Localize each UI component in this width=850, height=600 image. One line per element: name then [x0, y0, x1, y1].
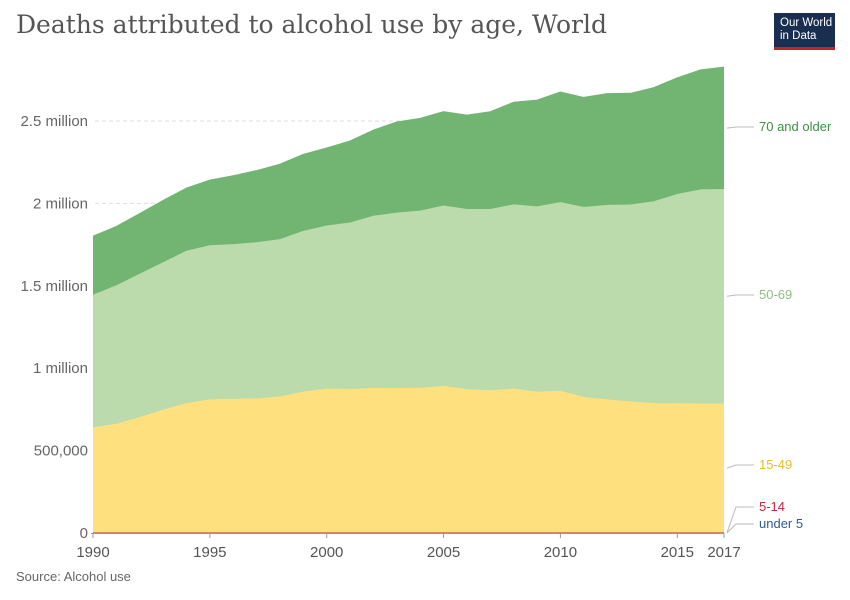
- y-tick-labels: 0 500,000 1 million 1.5 million 2 million 2.5…: [20, 113, 88, 542]
- x-tick-label: 2010: [544, 544, 577, 561]
- owid-logo[interactable]: Our World in Data: [774, 13, 835, 50]
- y-tick-label: 1 million: [33, 360, 88, 377]
- x-tick-label: 2000: [310, 544, 343, 561]
- y-tick-label: 0: [80, 525, 88, 542]
- series-label: 70 and older: [759, 119, 832, 134]
- area-70-and-older: [93, 67, 724, 295]
- y-tick-label: 500,000: [34, 443, 88, 460]
- label-connector: [726, 506, 754, 533]
- series-label: under 5: [759, 516, 803, 531]
- area-15-49: [93, 386, 724, 533]
- logo-line-1: Our World: [780, 17, 833, 29]
- series-label: 15-49: [759, 457, 792, 472]
- axes: [91, 533, 725, 538]
- label-connector: [726, 523, 754, 534]
- area-50-69: [93, 189, 724, 428]
- x-tick-labels: 1990 1995 2000 2005 2010 2015 2017: [76, 544, 740, 561]
- label-connector: [726, 464, 754, 469]
- label-connector: [726, 126, 754, 129]
- x-tick-label: 2017: [707, 544, 740, 561]
- x-tick-label: 1995: [193, 544, 226, 561]
- chart-title: Deaths attributed to alcohol use by age,…: [16, 10, 607, 39]
- x-tick-label: 2015: [661, 544, 694, 561]
- x-tick-label: 1990: [76, 544, 109, 561]
- y-tick-label: 2 million: [33, 195, 88, 212]
- series-label: 50-69: [759, 287, 792, 302]
- y-tick-label: 2.5 million: [20, 113, 88, 130]
- label-connector: [726, 294, 754, 297]
- x-tick-label: 2005: [427, 544, 460, 561]
- source-note: Source: Alcohol use: [16, 569, 131, 584]
- series-label: 5-14: [759, 499, 785, 514]
- series-labels: under 5 5-14 15-49 50-69 70 and older: [726, 119, 832, 534]
- y-tick-label: 1.5 million: [20, 278, 88, 295]
- area-edge: [92, 66, 725, 237]
- area-series: [92, 66, 725, 534]
- logo-underline: [774, 47, 835, 50]
- logo-line-2: in Data: [780, 30, 817, 42]
